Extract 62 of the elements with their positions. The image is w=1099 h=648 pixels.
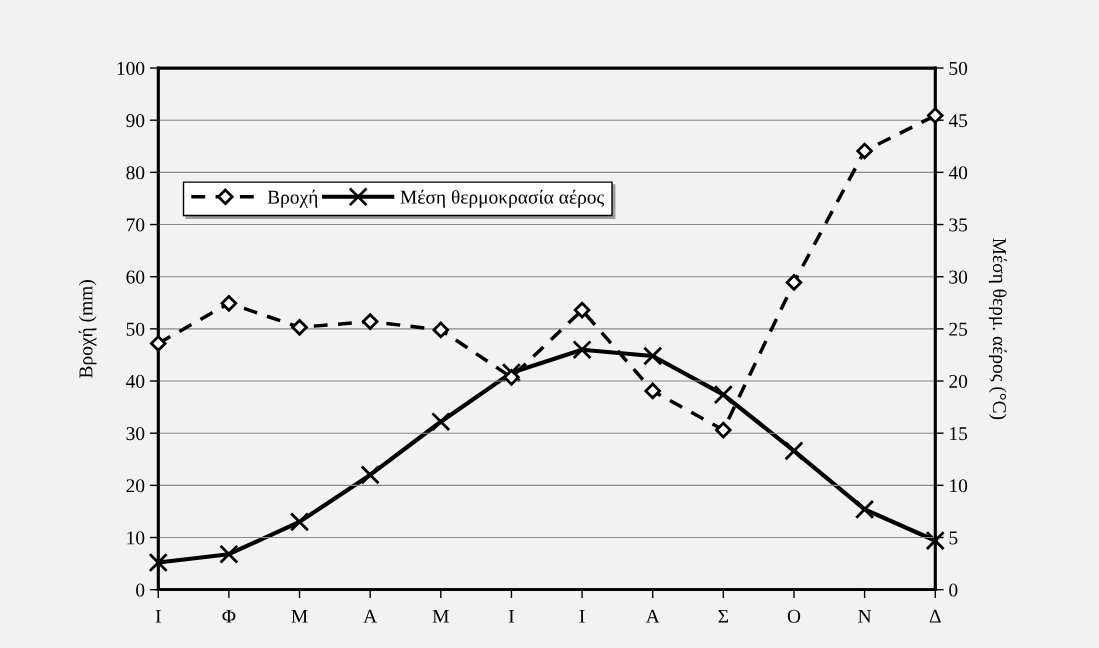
y-tick-label: 10 bbox=[127, 531, 145, 545]
y2-tick-label: 50 bbox=[949, 61, 968, 75]
x-tick-label: Ι bbox=[508, 609, 514, 623]
y-tick-label: 30 bbox=[126, 427, 145, 441]
point bbox=[713, 384, 734, 405]
point bbox=[926, 107, 944, 124]
point bbox=[925, 530, 945, 551]
legend-label: Βροχή bbox=[267, 189, 318, 208]
point bbox=[149, 335, 167, 352]
x-tick-label: Α bbox=[363, 609, 378, 623]
y2-tick-label: 35 bbox=[949, 218, 968, 232]
x-tick-label: Α bbox=[645, 609, 660, 623]
point bbox=[360, 465, 380, 485]
point bbox=[785, 274, 803, 291]
point bbox=[501, 362, 522, 383]
y2-tick-label: 25 bbox=[949, 322, 968, 336]
y-tick-label: 40 bbox=[126, 374, 145, 388]
x-tick-label: Μ bbox=[291, 609, 308, 623]
point bbox=[715, 421, 732, 439]
x-tick-label: Σ bbox=[718, 609, 729, 623]
point bbox=[431, 411, 451, 432]
y2-tick-label: 40 bbox=[948, 166, 968, 180]
y2-tick-label: 0 bbox=[949, 583, 958, 597]
point bbox=[854, 499, 875, 520]
y-tick-label: 60 bbox=[126, 270, 145, 284]
point bbox=[361, 313, 379, 330]
point bbox=[219, 544, 239, 564]
point bbox=[432, 321, 450, 339]
point bbox=[856, 142, 873, 160]
y-tick-label: 70 bbox=[126, 218, 145, 232]
x-tick-label: Φ bbox=[222, 609, 236, 623]
x-tick-label: Ν bbox=[858, 609, 872, 623]
y-tick-label: 90 bbox=[126, 114, 145, 128]
point bbox=[573, 301, 591, 319]
y-tick-label: 20 bbox=[126, 479, 145, 493]
x-tick-label: Δ bbox=[929, 609, 941, 623]
x-tick-label: Μ bbox=[432, 609, 449, 623]
x-tick-label: Ο bbox=[787, 609, 801, 623]
y2-tick-label: 45 bbox=[948, 114, 968, 128]
y-tick-label: 80 bbox=[126, 166, 145, 180]
point bbox=[784, 441, 804, 461]
legend-label: Μέση θερμοκρασία αέρος bbox=[400, 189, 605, 208]
y-tick-label: 100 bbox=[117, 61, 145, 75]
point bbox=[220, 295, 238, 312]
y-axis-title: Βροχή (mm) bbox=[78, 280, 97, 378]
y-tick-label: 0 bbox=[136, 583, 145, 597]
y-tick-label: 50 bbox=[126, 322, 145, 336]
point bbox=[644, 382, 661, 400]
y2-axis-title: Μέση θερμ. αέρος (°C) bbox=[988, 238, 1007, 420]
point bbox=[503, 369, 520, 386]
point bbox=[291, 319, 308, 336]
x-tick-label: Ι bbox=[155, 609, 161, 623]
point bbox=[642, 346, 663, 366]
y2-tick-label: 30 bbox=[949, 270, 968, 284]
y2-tick-label: 15 bbox=[950, 427, 968, 441]
point bbox=[572, 340, 592, 360]
point bbox=[148, 552, 168, 573]
x-tick-label: Ι bbox=[579, 609, 585, 623]
y2-tick-label: 5 bbox=[949, 531, 958, 545]
y2-tick-label: 20 bbox=[949, 374, 968, 388]
y2-tick-label: 10 bbox=[950, 479, 968, 493]
point bbox=[289, 512, 310, 532]
